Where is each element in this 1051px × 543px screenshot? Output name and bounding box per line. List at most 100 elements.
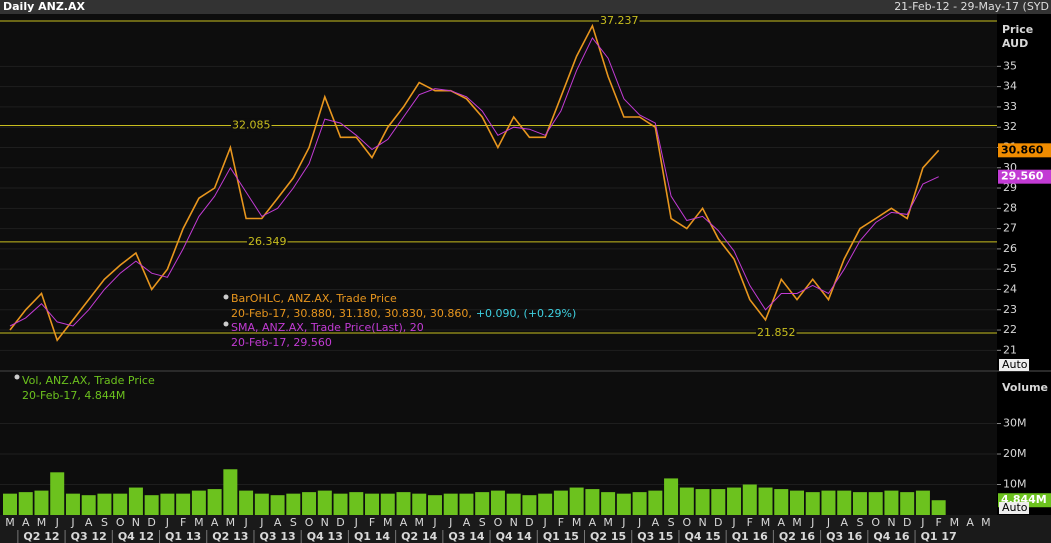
x-tick-label: O — [871, 516, 880, 529]
volume-bar — [900, 492, 915, 515]
volume-bar — [727, 487, 742, 515]
x-tick-label: F — [369, 516, 375, 529]
quarter-label: Q3 14 — [448, 530, 484, 543]
x-tick-label: A — [966, 516, 974, 529]
x-tick-label: A — [777, 516, 785, 529]
x-tick-label: J — [637, 516, 641, 529]
volume-bar — [396, 492, 411, 515]
x-tick-label: M — [414, 516, 424, 529]
volume-bar — [758, 487, 773, 515]
x-tick-label: D — [147, 516, 155, 529]
axis-title: Price — [1002, 23, 1033, 36]
volume-bar — [223, 469, 238, 515]
volume-bar — [553, 490, 568, 515]
quarter-label: Q4 16 — [873, 530, 909, 543]
volume-bar — [884, 490, 899, 515]
volume-bar — [65, 493, 80, 515]
x-tick-label: J — [920, 516, 924, 529]
x-tick-label: A — [463, 516, 471, 529]
x-tick-label: A — [22, 516, 30, 529]
volume-bar — [915, 490, 930, 515]
quarter-label: Q4 15 — [684, 530, 720, 543]
x-tick-label: A — [274, 516, 282, 529]
x-tick-label: M — [226, 516, 236, 529]
x-tick-label: J — [432, 516, 436, 529]
volume-bar — [254, 493, 269, 515]
x-tick-label: J — [55, 516, 59, 529]
y-tick-label: 21 — [1003, 343, 1017, 356]
quarter-label: Q1 13 — [165, 530, 201, 543]
time-axis — [0, 515, 1051, 543]
label-bg — [599, 13, 640, 27]
quarter-label: Q1 14 — [354, 530, 390, 543]
axis-title: Volume — [1002, 381, 1048, 394]
x-tick-label: J — [448, 516, 452, 529]
last-value: 29.560 — [1001, 170, 1044, 183]
volume-bar — [538, 493, 553, 515]
volume-bar — [790, 490, 804, 515]
legend-name: BarOHLC, ANZ.AX, Trade Price — [231, 292, 397, 305]
quarter-label: Q2 14 — [401, 530, 437, 543]
x-tick-label: A — [400, 516, 408, 529]
x-tick-label: D — [336, 516, 344, 529]
label-bg — [231, 118, 272, 132]
volume-bar — [522, 495, 537, 515]
legend-detail: 20-Feb-17, 29.560 — [231, 336, 332, 349]
scale-mode: Auto — [1002, 358, 1028, 371]
x-tick-label: M — [603, 516, 613, 529]
volume-bar — [50, 472, 65, 515]
quarter-label: Q3 15 — [637, 530, 673, 543]
volume-bar — [585, 489, 600, 515]
price-line — [9, 23, 940, 342]
volume-bar — [711, 489, 726, 515]
level-label: 21.852 — [757, 326, 796, 339]
scale-mode: Auto — [1002, 501, 1028, 514]
scale-box — [999, 502, 1029, 514]
volume-bar — [632, 492, 647, 515]
x-tick-label: O — [494, 516, 503, 529]
y-tick-label: 23 — [1003, 303, 1017, 316]
x-tick-label: F — [935, 516, 941, 529]
x-tick-label: J — [826, 516, 830, 529]
volume-bar — [128, 487, 143, 515]
volume-bar — [805, 492, 820, 515]
y-tick-label: 28 — [1003, 201, 1017, 214]
volume-bar — [176, 493, 191, 515]
x-tick-label: J — [731, 516, 735, 529]
y-tick-label: 22 — [1003, 323, 1017, 336]
volume-bar — [459, 493, 474, 515]
x-tick-label: M — [792, 516, 802, 529]
volume-bar — [443, 493, 458, 515]
x-tick-label: S — [856, 516, 863, 529]
volume-bar — [821, 490, 836, 515]
y-tick-label: 30M — [1003, 417, 1027, 430]
volume-bar — [81, 495, 96, 515]
date-range: 21-Feb-12 - 29-May-17 (SYD — [894, 0, 1049, 13]
x-tick-label: S — [479, 516, 486, 529]
volume-bar — [34, 490, 49, 515]
quarter-label: Q4 13 — [307, 530, 343, 543]
volume-bar — [742, 484, 757, 515]
price-line — [9, 36, 939, 327]
x-tick-label: D — [903, 516, 911, 529]
volume-bar — [333, 493, 348, 515]
quarter-label: Q1 15 — [543, 530, 579, 543]
level-label: 32.085 — [232, 118, 271, 131]
x-tick-label: M — [572, 516, 582, 529]
axis-title: AUD — [1002, 37, 1028, 50]
volume-bar — [412, 493, 427, 515]
volume-bar — [317, 490, 332, 515]
x-tick-label: A — [652, 516, 660, 529]
legend-change: +0.090, (+0.29%) — [476, 307, 576, 320]
label-bg — [247, 234, 288, 248]
x-tick-label: O — [305, 516, 314, 529]
x-tick-label: M — [761, 516, 771, 529]
y-tick-label: 32 — [1003, 120, 1017, 133]
volume-bar — [601, 492, 616, 515]
volume-bar — [852, 492, 867, 515]
x-tick-label: M — [5, 516, 15, 529]
y-tick-label: 10M — [1003, 478, 1027, 491]
volume-bar — [490, 490, 505, 515]
x-tick-label: J — [543, 516, 547, 529]
scale-box — [999, 359, 1029, 371]
